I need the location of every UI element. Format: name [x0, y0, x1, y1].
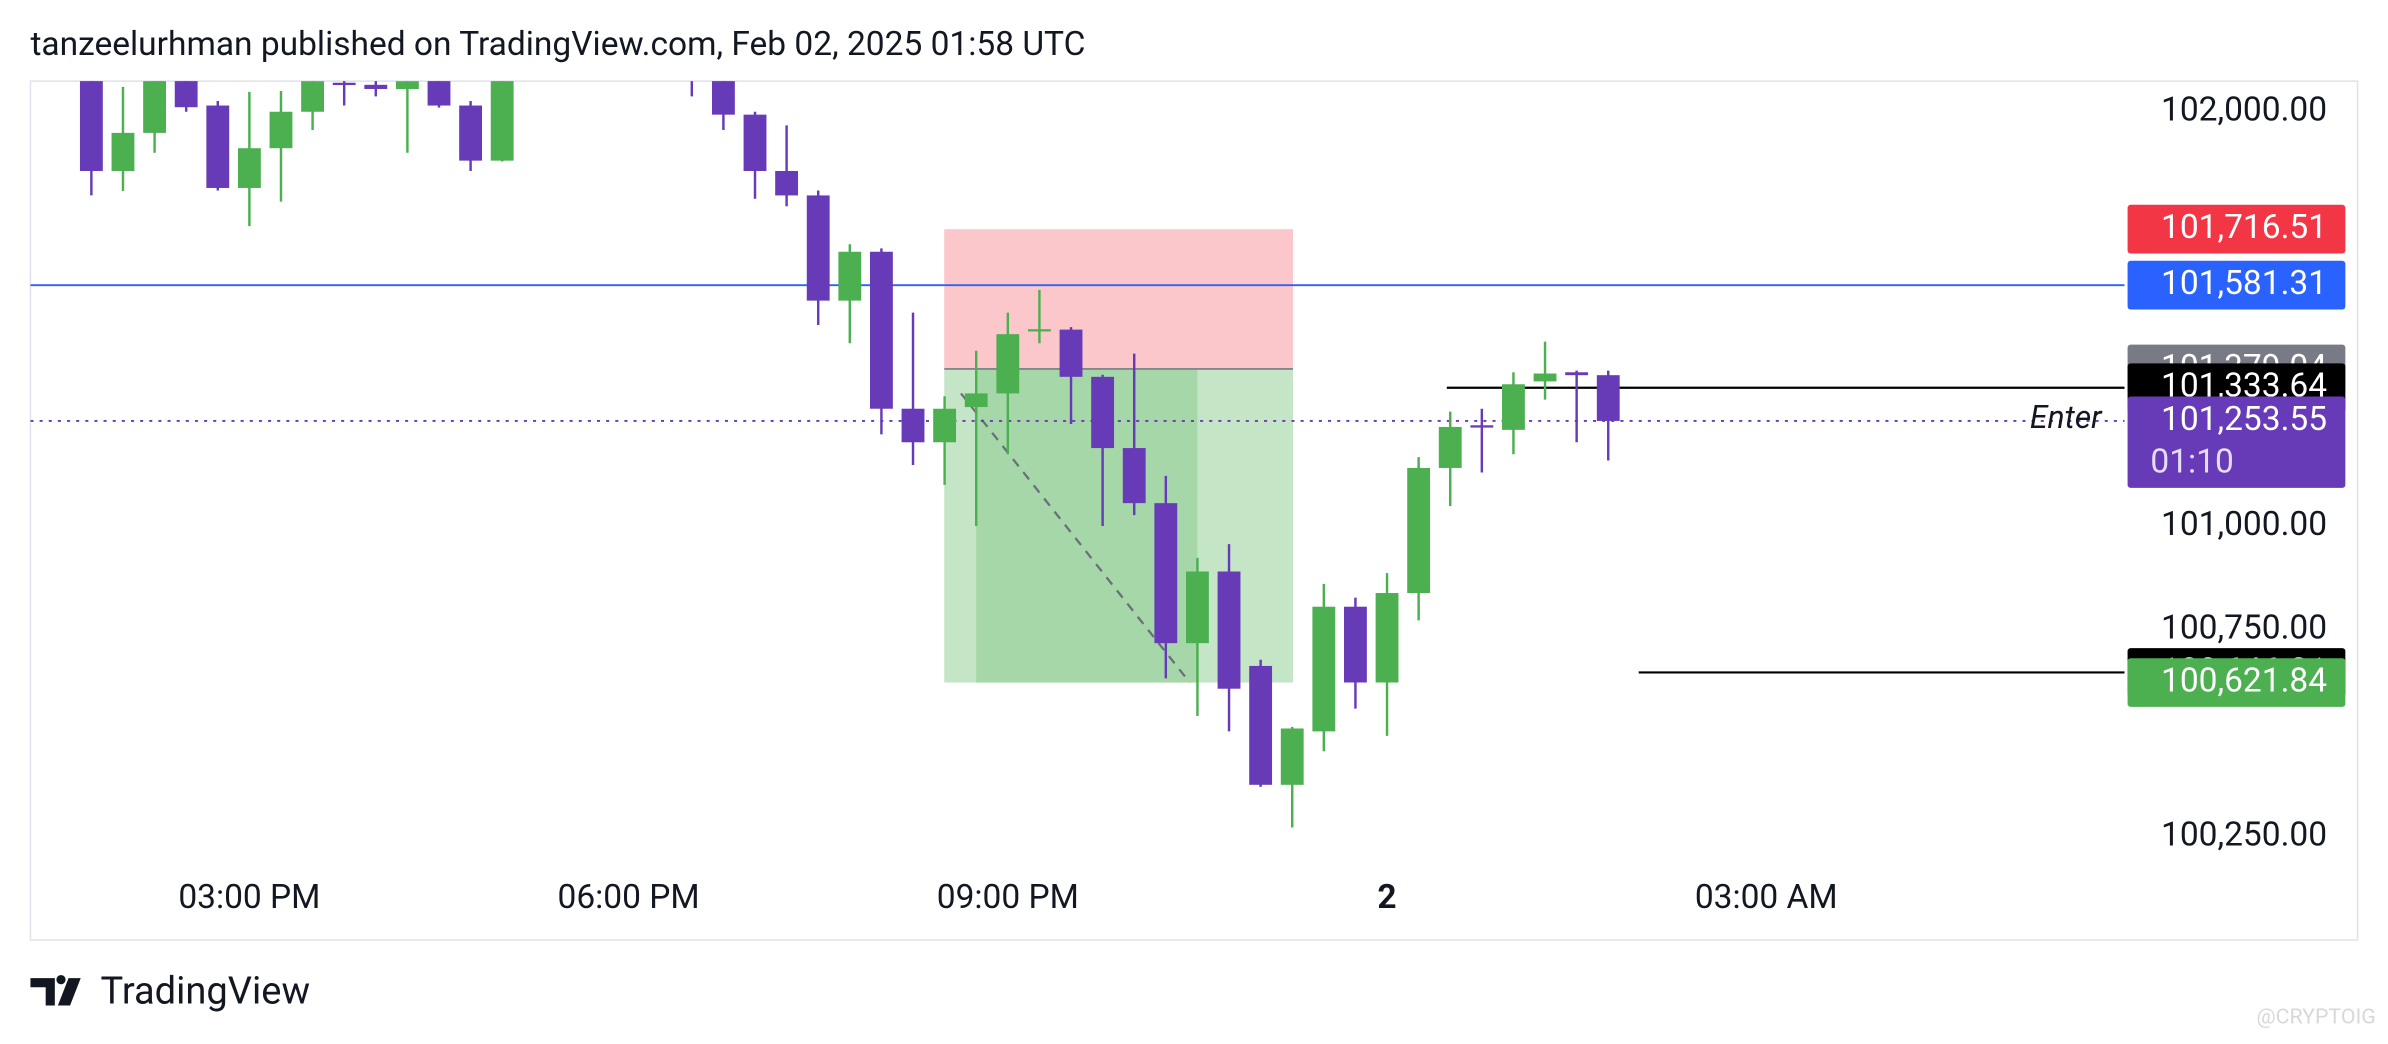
path-line — [960, 392, 1191, 684]
candle-body — [806, 195, 830, 301]
y-tick-label: 102,000.00 — [2161, 91, 2327, 130]
candle-body — [364, 84, 388, 89]
x-tick-label: 06:00 PM — [558, 878, 700, 917]
price-label: 101,253.55 — [2161, 400, 2327, 439]
candle-body — [1186, 571, 1209, 644]
candle-body — [1565, 372, 1589, 376]
candle-body — [1502, 384, 1525, 430]
candle-body — [1344, 606, 1367, 683]
candle-body — [395, 81, 419, 89]
candle-body — [1217, 571, 1241, 689]
x-tick-label: 09:00 PM — [937, 878, 1079, 917]
candle-body — [838, 251, 862, 301]
axis-area: Enter 102,000.00 101,000.00 100,750.00 100,2… — [178, 91, 2346, 917]
y-tick-label: 101,000.00 — [2161, 505, 2327, 544]
candle-body — [1596, 375, 1620, 421]
candle-body — [1154, 503, 1178, 644]
countdown: 01:10 — [2150, 442, 2233, 481]
price-label: 101,581.31 — [2161, 264, 2327, 303]
candle-body — [1375, 593, 1399, 683]
price-label: 100,621.84 — [2161, 661, 2327, 700]
price-label-box — [2127, 658, 2346, 707]
candle-body — [964, 393, 988, 408]
candle-body — [459, 105, 483, 161]
price-label-box — [2127, 204, 2346, 254]
candle-body — [237, 148, 261, 188]
candle-body — [490, 81, 514, 161]
candle-body — [79, 81, 103, 171]
candle-body — [1059, 329, 1083, 377]
watermark: @CRYPTOIG — [2257, 1004, 2376, 1029]
candle-body — [1438, 426, 1462, 468]
logo — [30, 975, 81, 1006]
candle-body — [775, 170, 799, 196]
price-label-box — [2127, 260, 2346, 310]
brand: TradingView — [101, 969, 311, 1013]
candle-body — [1312, 606, 1336, 732]
candle-body — [996, 334, 1020, 394]
x-tick-label: 03:00 AM — [1695, 878, 1838, 917]
candle-body — [869, 251, 893, 409]
candle-body — [301, 81, 325, 112]
header: tanzeelurhman published on TradingView.c… — [30, 25, 1085, 64]
candle-body — [1280, 728, 1304, 785]
candle-body — [1407, 467, 1431, 594]
candle-body — [1249, 665, 1273, 785]
candle-body — [1533, 373, 1557, 382]
candle-body — [174, 81, 198, 108]
price-label: 101,716.51 — [2161, 208, 2327, 247]
x-tick-label: 2 — [1377, 878, 1396, 917]
candle-body — [1027, 329, 1051, 332]
plot-frame — [29, 80, 2359, 941]
candle-body — [269, 111, 293, 149]
candle-body — [933, 408, 957, 443]
candle-body — [427, 81, 451, 106]
plot-area — [30, 81, 2125, 828]
candle-body — [1091, 376, 1115, 449]
price-label-box — [2127, 396, 2346, 488]
candle-body — [1470, 425, 1494, 428]
candle-body — [206, 105, 230, 188]
y-tick-label: 100,250.00 — [2161, 815, 2327, 854]
y-tick-label: 100,750.00 — [2161, 608, 2327, 647]
candle-body — [1122, 448, 1146, 504]
x-tick-label: 03:00 PM — [178, 878, 320, 917]
candle-body — [332, 82, 356, 86]
candle-body — [111, 132, 135, 171]
candle-body — [743, 114, 767, 171]
candle-body — [711, 81, 735, 115]
candle-body — [143, 81, 167, 133]
candle-body — [901, 408, 925, 443]
annotation: Enter — [2030, 398, 2103, 436]
